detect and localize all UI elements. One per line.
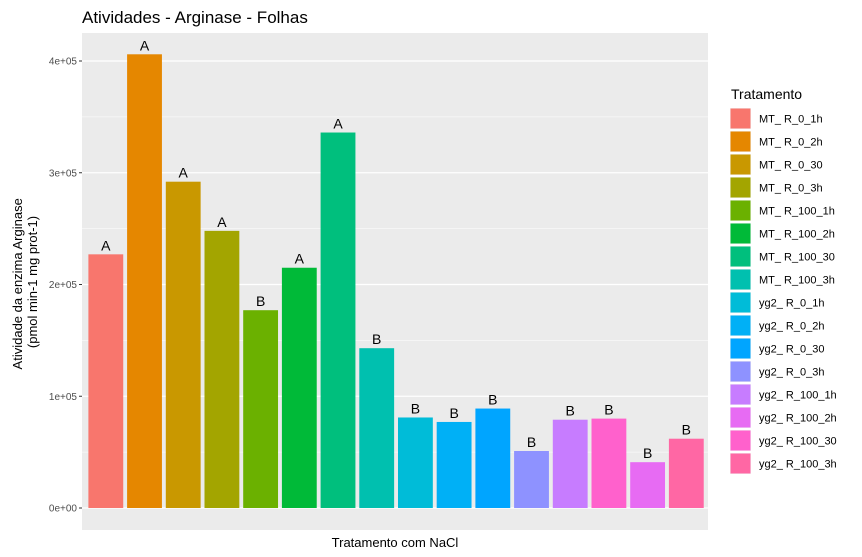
legend-label: MT_ R_0_1h: [759, 114, 823, 126]
legend-label: yg2_ R_0_30: [759, 344, 824, 356]
legend-swatch: [730, 223, 751, 244]
legend-swatch: [730, 269, 751, 290]
bar-label: B: [488, 392, 497, 408]
legend-swatch: [730, 131, 751, 152]
bar: [630, 462, 666, 508]
y-axis-title-line-1: Atividade da enzima Arginase: [10, 198, 25, 369]
legend-label: MT_ R_100_30: [759, 252, 835, 264]
y-tick-label: 0e+00: [49, 504, 78, 515]
bars: [88, 54, 704, 509]
bar: [436, 421, 472, 508]
legend-label: yg2_ R_100_3h: [759, 459, 837, 471]
bar: [552, 419, 588, 508]
bar: [204, 230, 240, 509]
legend-label: yg2_ R_100_2h: [759, 413, 837, 425]
bar: [514, 451, 549, 508]
bar-label: B: [372, 331, 381, 347]
bar-label: B: [604, 402, 613, 418]
legend-swatch: [730, 338, 751, 359]
bar: [243, 310, 279, 508]
bar: [165, 181, 201, 508]
bar: [320, 132, 356, 508]
legend-swatch: [730, 407, 751, 428]
bar: [127, 54, 162, 509]
y-axis: 0e+00 1e+05 2e+05 3e+05 4e+05: [49, 57, 82, 515]
legend-label: yg2_ R_100_30: [759, 436, 837, 448]
legend-label: MT_ R_0_2h: [759, 137, 823, 149]
bar: [668, 438, 704, 508]
bar: [281, 267, 317, 508]
bar: [88, 254, 124, 508]
bar-label: A: [179, 165, 189, 181]
bar-label: A: [333, 116, 343, 132]
legend-swatch: [730, 177, 751, 198]
legend-label: yg2_ R_0_1h: [759, 298, 824, 310]
legend-label: yg2_ R_0_3h: [759, 367, 824, 379]
legend-swatch: [730, 108, 751, 129]
y-tick-label: 3e+05: [49, 168, 78, 179]
chart-title: Atividades - Arginase - Folhas: [82, 8, 308, 27]
bar-label: A: [295, 251, 305, 267]
x-axis-title: Tratamento com NaCl: [332, 535, 459, 550]
legend-swatch: [730, 154, 751, 175]
legend-swatch: [730, 292, 751, 313]
bar: [398, 417, 433, 508]
legend: Tratamento MT_ R_0_1h MT_ R_0_2h MT_ R_0_3…: [730, 86, 837, 474]
legend-label: MT_ R_100_1h: [759, 206, 835, 218]
legend-label: yg2_ R_0_2h: [759, 321, 824, 333]
bar-label: B: [682, 422, 691, 438]
bar-label: B: [643, 445, 652, 461]
bar: [359, 348, 395, 508]
bar-labels: A A A A B A A B B B B B B B B B: [101, 37, 691, 461]
legend-label: MT_ R_100_2h: [759, 229, 835, 241]
y-tick-label: 1e+05: [49, 392, 78, 403]
bar: [475, 408, 511, 508]
y-axis-title: Atividade da enzima Arginase (pmol min-1…: [10, 195, 40, 370]
legend-title: Tratamento: [731, 86, 802, 102]
bar-label: B: [527, 434, 536, 450]
legend-swatch: [730, 246, 751, 267]
legend-swatch: [730, 361, 751, 382]
legend-swatch: [730, 200, 751, 221]
bar-label: B: [449, 405, 458, 421]
bar: [591, 418, 627, 508]
y-tick-label: 4e+05: [49, 57, 78, 68]
bar-label: A: [140, 37, 150, 53]
legend-label: yg2_ R_100_1h: [759, 390, 837, 402]
legend-swatch: [730, 384, 751, 405]
legend-label: MT_ R_0_3h: [759, 183, 823, 195]
legend-swatch: [730, 453, 751, 474]
bar-label: B: [256, 293, 265, 309]
bar-label: B: [411, 400, 420, 416]
legend-swatch: [730, 315, 751, 336]
bar-label: B: [566, 403, 575, 419]
legend-label: MT_ R_100_3h: [759, 275, 835, 287]
legend-swatch: [730, 430, 751, 451]
y-axis-title-line-2: (pmol min-1 mg prot-1): [25, 216, 40, 348]
legend-label: MT_ R_0_30: [759, 160, 823, 172]
bar-label: A: [217, 214, 227, 230]
bar-label: A: [101, 237, 111, 253]
y-tick-label: 2e+05: [49, 280, 78, 291]
